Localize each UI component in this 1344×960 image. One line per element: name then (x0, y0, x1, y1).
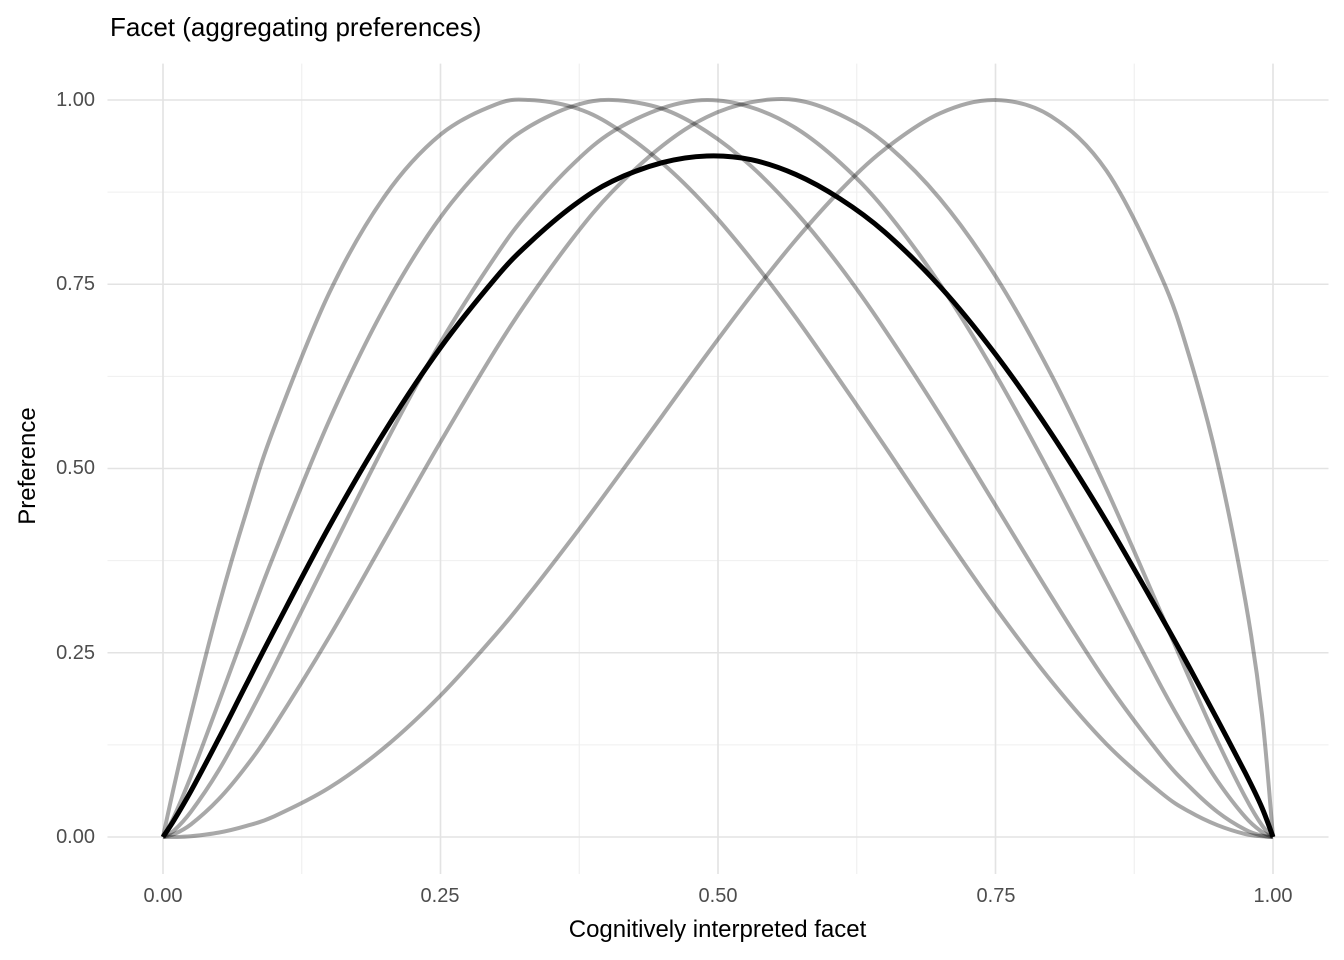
x-tick-label-0.75: 0.75 (976, 885, 1016, 907)
chart-title: Facet (aggregating preferences) (110, 12, 482, 42)
curve-individual-preference-3 (161, 97, 1274, 839)
x-tick-label-0.25: 0.25 (420, 885, 460, 907)
x-tick-label-1.00: 1.00 (1253, 885, 1293, 907)
y-tick-label-1.00: 1.00 (56, 89, 95, 111)
curve-individual-preference-1 (161, 97, 1274, 839)
x-axis-title: Cognitively interpreted facet (568, 916, 867, 943)
curve-individual-preference-5 (162, 97, 1275, 840)
y-tick-label-0.25: 0.25 (56, 642, 95, 664)
y-tick-label-0.00: 0.00 (56, 826, 95, 848)
x-tick-label-0.50: 0.50 (698, 885, 738, 907)
y-tick-label-0.75: 0.75 (56, 273, 95, 295)
curve-aggregated-preference (160, 153, 1276, 839)
curve-individual-preference-2 (161, 97, 1274, 839)
x-tick-label-0.00: 0.00 (143, 885, 183, 907)
y-tick-label-0.50: 0.50 (56, 457, 95, 479)
